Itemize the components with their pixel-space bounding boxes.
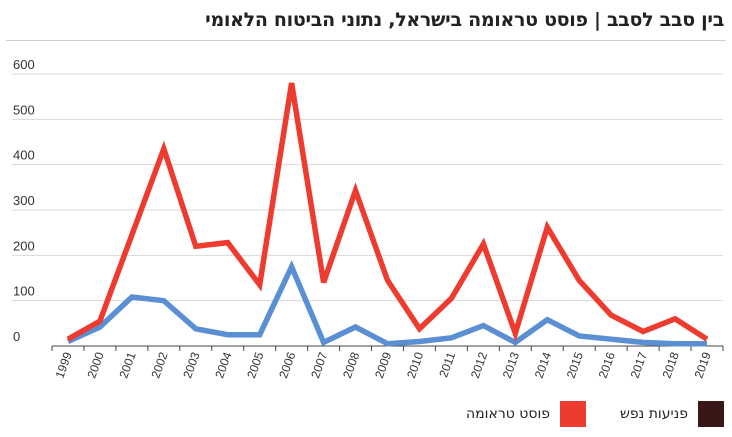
legend-label-ptsd: פוסט טראומה: [466, 406, 551, 422]
x-tick-label-2005: 2005: [244, 350, 266, 380]
title-divider: [6, 40, 726, 41]
x-tick-label-2009: 2009: [372, 350, 394, 380]
y-tick-label-400: 400: [13, 148, 35, 163]
x-tick-label-2015: 2015: [564, 350, 586, 380]
legend-label-mental-injury: פניעות נפש: [620, 406, 688, 422]
x-tick-label-2010: 2010: [404, 350, 426, 380]
legend-swatch-ptsd: [560, 401, 587, 427]
x-tick-label-2000: 2000: [84, 350, 106, 380]
x-tick-label-2018: 2018: [660, 350, 682, 380]
y-tick-label-200: 200: [13, 238, 35, 253]
x-tick-label-2014: 2014: [532, 350, 554, 380]
x-tick-label-2011: 2011: [436, 350, 458, 379]
x-tick-label-2004: 2004: [212, 350, 234, 380]
x-tick-label-1999: 1999: [53, 350, 75, 380]
x-tick-label-2019: 2019: [692, 350, 714, 380]
x-tick-label-2013: 2013: [500, 350, 522, 380]
series-lines: [66, 82, 709, 347]
chart-legend: פניעות נפש פוסט טראומה: [8, 399, 724, 429]
y-tick-label-600: 600: [13, 57, 35, 72]
y-tick-label-100: 100: [13, 284, 35, 299]
legend-swatch-mental-injury: [698, 401, 724, 427]
x-tick-label-2012: 2012: [468, 350, 490, 380]
y-axis-ticks: 0 100 200 300 400 500 600: [13, 57, 35, 344]
x-tick-label-2006: 2006: [276, 350, 298, 380]
legend-item-ptsd: פוסט טראומה: [466, 401, 587, 427]
x-tick-label-2007: 2007: [308, 350, 330, 380]
x-axis-ticks: 1999 2000 2001 2002 2003 2004 2005 2006 2007 2008…: [51, 346, 724, 380]
x-tick-label-2008: 2008: [340, 350, 362, 380]
x-tick-label-2002: 2002: [148, 350, 170, 380]
y-tick-label-300: 300: [13, 193, 35, 208]
x-tick-label-2001: 2001: [116, 350, 138, 380]
legend-item-mental-injury: פניעות נפש: [620, 401, 724, 427]
x-tick-label-2016: 2016: [596, 350, 618, 380]
y-tick-label-0: 0: [13, 329, 20, 344]
x-tick-label-2017: 2017: [628, 350, 650, 380]
y-tick-label-500: 500: [13, 102, 35, 117]
x-tick-label-2003: 2003: [180, 350, 202, 380]
chart-title: בין סבב לסבב | פוסט טראומה בישראל, נתוני…: [205, 9, 724, 31]
